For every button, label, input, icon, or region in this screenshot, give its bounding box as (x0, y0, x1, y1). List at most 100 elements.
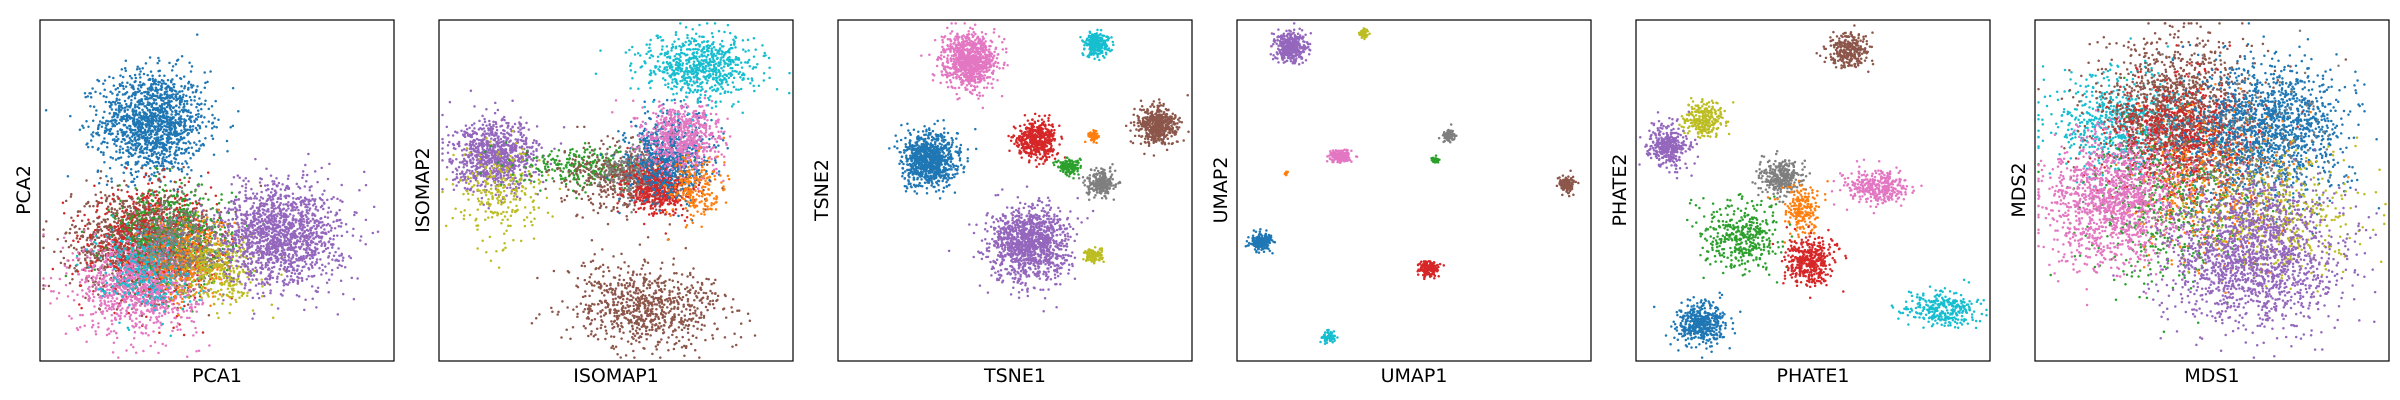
scatter-point (103, 275, 106, 278)
scatter-point (149, 56, 152, 59)
scatter-point (123, 124, 126, 127)
scatter-point (93, 296, 96, 299)
scatter-point (169, 87, 172, 90)
scatter-point (71, 273, 74, 276)
scatter-point (98, 236, 101, 239)
scatter-point (113, 143, 116, 146)
scatter-point (186, 103, 189, 106)
scatter-point (193, 99, 196, 102)
scatter-point (110, 294, 113, 297)
scatter-point (145, 120, 148, 123)
scatter-point (142, 201, 145, 204)
scatter-point (125, 209, 128, 212)
scatter-point (208, 120, 211, 123)
scatter-point (121, 201, 124, 204)
scatter-point (144, 128, 147, 131)
scatter-point (166, 208, 169, 211)
scatter-point (183, 125, 186, 128)
scatter-point (189, 112, 192, 115)
scatter-point (182, 142, 185, 145)
scatter-point (155, 175, 158, 178)
scatter-point (161, 169, 164, 172)
scatter-point (132, 132, 135, 135)
scatter-point (159, 125, 162, 128)
scatter-point (175, 105, 178, 108)
scatter-point (168, 291, 171, 294)
scatter-point (132, 346, 135, 349)
scatter-point (137, 215, 140, 218)
scatter-point (127, 217, 130, 220)
scatter-point (260, 185, 263, 188)
scatter-point (93, 106, 96, 109)
scatter-point (152, 112, 155, 115)
scatter-point (156, 133, 159, 136)
scatter-point (84, 297, 87, 300)
scatter-point (141, 109, 144, 112)
scatter-point (60, 262, 63, 265)
scatter-point (187, 87, 190, 90)
scatter-point (100, 151, 103, 154)
scatter-point (150, 143, 153, 146)
scatter-point (167, 116, 170, 119)
scatter-point (152, 200, 155, 203)
scatter-point (191, 65, 194, 68)
scatter-point (108, 274, 111, 277)
scatter-point (192, 91, 195, 94)
scatter-point (203, 231, 206, 234)
scatter-point (181, 198, 184, 201)
scatter-point (106, 218, 109, 221)
scatter-point (125, 85, 128, 88)
scatter-point (150, 193, 153, 196)
scatter-point (164, 308, 167, 311)
scatter-point (100, 191, 103, 194)
scatter-point (45, 220, 48, 223)
scatter-point (103, 303, 106, 306)
scatter-point (231, 192, 234, 195)
scatter-point (106, 263, 109, 266)
scatter-point (164, 184, 167, 187)
scatter-point (94, 280, 97, 283)
scatter-point (170, 105, 173, 108)
scatter-point (143, 163, 146, 166)
scatter-point (132, 149, 135, 152)
scatter-point (152, 194, 155, 197)
scatter-point (187, 303, 190, 306)
scatter-point (131, 226, 134, 229)
scatter-point (149, 345, 152, 348)
scatter-point (172, 211, 175, 214)
scatter-point (116, 337, 119, 340)
scatter-point (191, 202, 194, 205)
scatter-point (143, 203, 146, 206)
scatter-point (150, 239, 153, 242)
scatter-point (96, 259, 99, 262)
scatter-point (145, 315, 148, 318)
scatter-point (189, 142, 192, 145)
scatter-point (72, 240, 75, 243)
scatter-point (126, 162, 129, 165)
scatter-point (100, 297, 103, 300)
scatter-point (119, 309, 122, 312)
scatter-point (156, 202, 159, 205)
scatter-point (86, 244, 89, 247)
scatter-point (150, 106, 153, 109)
scatter-point (62, 201, 65, 204)
scatter-point (85, 340, 88, 343)
scatter-point (123, 180, 126, 183)
scatter-point (163, 285, 166, 288)
scatter-point (162, 131, 165, 134)
scatter-point (148, 141, 151, 144)
scatter-point (126, 213, 129, 216)
scatter-point (108, 234, 111, 237)
scatter-point (150, 114, 153, 117)
scatter-point (181, 152, 184, 155)
scatter-point (183, 137, 186, 140)
scatter-point (165, 150, 168, 153)
scatter-point (162, 216, 165, 219)
scatter-point (135, 171, 138, 174)
scatter-point (200, 115, 203, 118)
scatter-point (86, 239, 89, 242)
scatter-point (158, 303, 161, 306)
scatter-point (133, 178, 136, 181)
scatter-point (115, 262, 118, 265)
scatter-point (87, 146, 90, 149)
